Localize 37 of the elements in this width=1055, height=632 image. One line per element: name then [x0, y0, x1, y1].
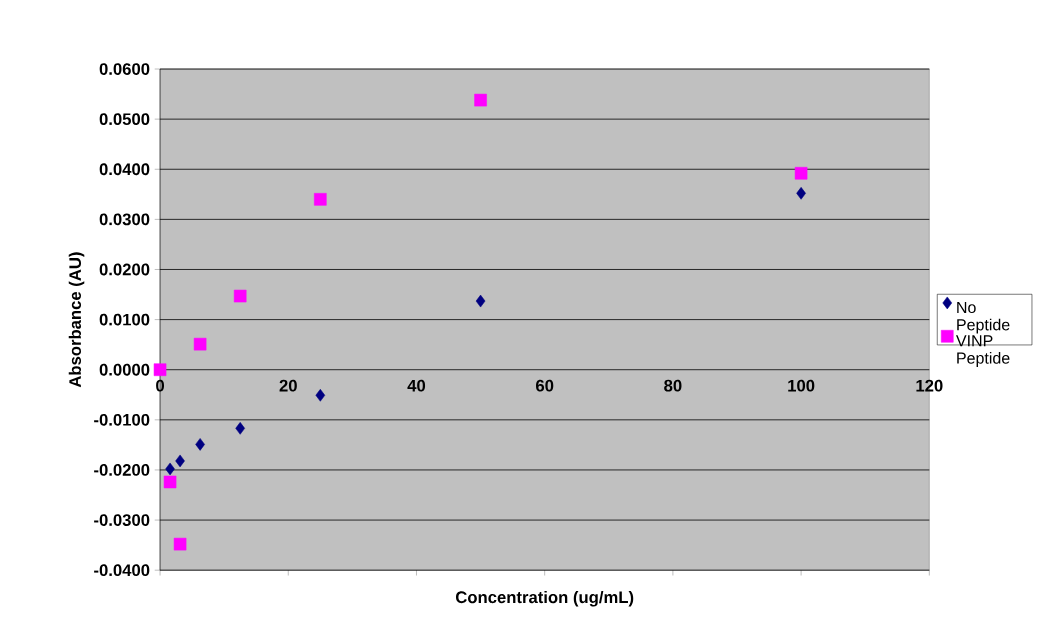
x-axis-title: Concentration (ug/mL): [456, 590, 634, 607]
point: [193, 337, 207, 351]
point: [153, 363, 167, 376]
y-tick-label: 0.0400: [99, 163, 150, 176]
y-axis-title: Absorbance (AU): [68, 252, 85, 388]
point: [794, 166, 808, 180]
point: [233, 289, 247, 303]
point: [173, 537, 187, 551]
point: [165, 462, 175, 476]
y-tick-label: 0.0600: [99, 63, 150, 75]
x-tick-label: 120: [916, 379, 943, 392]
point: [796, 186, 806, 200]
y-tick-label: -0.0400: [94, 564, 150, 576]
y-tick-label: 0.0000: [99, 363, 150, 376]
x-tick-label: 20: [279, 379, 297, 392]
y-tick-label: -0.0300: [94, 514, 150, 526]
point: [475, 294, 486, 308]
point: [175, 454, 185, 468]
y-tick-label: -0.0100: [94, 413, 150, 426]
point: [314, 192, 327, 206]
y-tick-label: 0.0500: [99, 113, 150, 125]
point: [474, 93, 487, 107]
y-tick-label: -0.0200: [94, 463, 150, 476]
y-tick-label: 0.0200: [99, 263, 150, 276]
x-tick-label: 60: [536, 379, 554, 392]
point: [195, 438, 205, 451]
legend-label: No Peptide: [957, 301, 1010, 334]
point: [315, 388, 326, 402]
x-tick-label: 80: [664, 379, 682, 392]
x-tick-label: 100: [788, 379, 815, 392]
legend-label: VINP Peptide: [956, 335, 1010, 367]
x-tick-label: 0: [156, 379, 165, 392]
y-tick-label: 0.0100: [99, 313, 150, 326]
x-tick-label: 40: [407, 379, 426, 392]
point: [235, 421, 245, 435]
point: [163, 475, 177, 489]
y-tick-label: 0.0300: [99, 213, 150, 226]
